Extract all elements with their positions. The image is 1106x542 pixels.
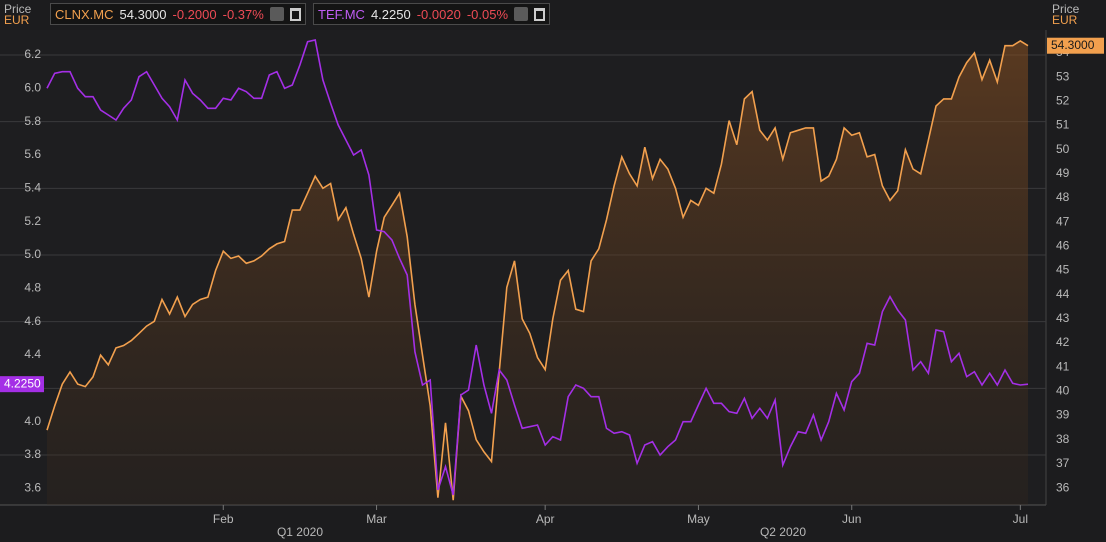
series-line: [46, 39, 1029, 501]
last-value-label: 4.2250: [4, 376, 41, 390]
x-tick-label: Apr: [536, 512, 555, 526]
delete[interactable]: [289, 7, 301, 21]
dropdown[interactable]: [514, 7, 529, 21]
y2-tick-label: 51: [1056, 118, 1070, 132]
y2-tick-label: 37: [1056, 456, 1070, 470]
y-label: Price: [4, 2, 32, 16]
y2-label: Price: [1052, 2, 1080, 16]
y2-tick-label: 38: [1056, 432, 1070, 446]
x-tick-label: May: [687, 512, 710, 526]
y2-tick-label: 40: [1056, 384, 1070, 398]
y-tick-label: 5.6: [24, 147, 41, 161]
y-tick-label: 4.4: [24, 347, 41, 361]
legend-clnx: CLNX.MC 54.3000 -0.2000 -0.37%: [50, 3, 306, 25]
legend-change: -0.0020: [416, 6, 461, 22]
y-tick-label: 5.2: [24, 214, 41, 228]
y2-tick-label: 45: [1056, 263, 1070, 277]
x-tick-label: Jun: [842, 512, 861, 526]
y2-tick-label: 52: [1056, 93, 1070, 107]
y-tick-label: 4.8: [24, 281, 41, 295]
y2-tick-label: 49: [1056, 166, 1070, 180]
period-label: Q1 2020: [277, 525, 323, 539]
last-value-box: [1047, 37, 1104, 54]
y2-tick-label: 47: [1056, 214, 1070, 228]
series-line: [46, 39, 1029, 496]
legend-change-pct: -0.05%: [466, 6, 509, 22]
y2-tick-label: 44: [1056, 287, 1070, 301]
legend-name: CLNX.MC: [55, 6, 114, 22]
y2-tick-label: 43: [1056, 311, 1070, 325]
y-tick-label: 5.4: [24, 181, 41, 195]
y-tick-label: 5.0: [24, 247, 41, 261]
y-unit: EUR: [4, 13, 30, 27]
y-tick-label: 4.6: [24, 314, 41, 328]
y-tick-label: 3.8: [24, 447, 41, 461]
series-area: [47, 40, 1028, 506]
x-tick-label: Jul: [1013, 512, 1028, 526]
last-value-label: 54.3000: [1051, 38, 1095, 52]
legend-tef: TEF.MC 4.2250 -0.0020 -0.05%: [313, 3, 551, 25]
y2-tick-label: 41: [1056, 359, 1070, 373]
y-tick-label: 6.2: [24, 47, 41, 61]
x-tick-label: Feb: [213, 512, 234, 526]
last-value-box: [0, 376, 44, 393]
legend-last: 54.3000: [119, 6, 167, 22]
y2-tick-label: 53: [1056, 69, 1070, 83]
x-tick-label: Mar: [366, 512, 387, 526]
y2-tick-label: 46: [1056, 239, 1070, 253]
y-tick-label: 6.0: [24, 81, 41, 95]
y2-tick-label: 50: [1056, 142, 1070, 156]
legend-change-pct: -0.37%: [222, 6, 264, 22]
y-tick-label: 3.6: [24, 481, 41, 495]
legend-change: -0.2000: [172, 6, 217, 22]
delete[interactable]: [534, 7, 546, 21]
y2-tick-label: 39: [1056, 408, 1070, 422]
period-label: Q2 2020: [760, 525, 806, 539]
legend-name: TEF.MC: [318, 6, 365, 22]
y2-tick-label: 42: [1056, 335, 1070, 349]
y-tick-label: 4.0: [24, 414, 41, 428]
y2-tick-label: 36: [1056, 480, 1070, 494]
legend-last: 4.2250: [370, 6, 411, 22]
y2-tick-label: 48: [1056, 190, 1070, 204]
y2-unit: EUR: [1052, 13, 1078, 27]
y-tick-label: 5.8: [24, 114, 41, 128]
dropdown[interactable]: [269, 7, 284, 21]
